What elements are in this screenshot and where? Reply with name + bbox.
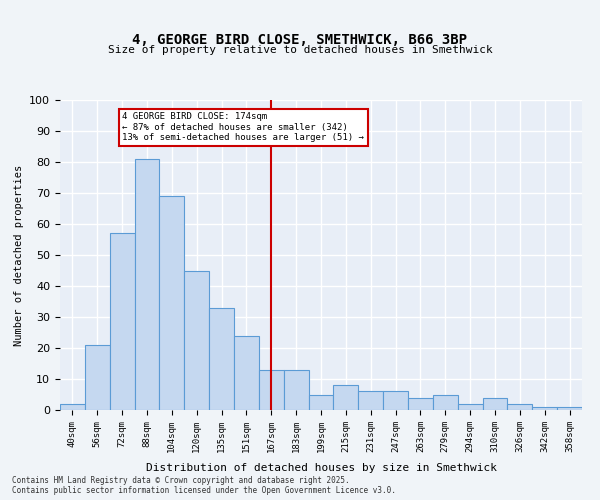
Text: 4 GEORGE BIRD CLOSE: 174sqm
← 87% of detached houses are smaller (342)
13% of se: 4 GEORGE BIRD CLOSE: 174sqm ← 87% of det… [122, 112, 364, 142]
Text: Contains HM Land Registry data © Crown copyright and database right 2025.
Contai: Contains HM Land Registry data © Crown c… [12, 476, 396, 495]
Bar [408, 398, 433, 410]
Bar [358, 392, 383, 410]
Bar [160, 196, 184, 410]
Bar [209, 308, 234, 410]
Y-axis label: Number of detached properties: Number of detached properties [14, 164, 24, 346]
Bar [458, 404, 482, 410]
Bar [284, 370, 308, 410]
Bar [557, 407, 582, 410]
Text: 4, GEORGE BIRD CLOSE, SMETHWICK, B66 3BP: 4, GEORGE BIRD CLOSE, SMETHWICK, B66 3BP [133, 32, 467, 46]
Bar [532, 407, 557, 410]
Bar [334, 385, 358, 410]
Bar [308, 394, 334, 410]
Bar [383, 392, 408, 410]
Bar [508, 404, 532, 410]
Bar [433, 394, 458, 410]
Bar [134, 159, 160, 410]
Bar [259, 370, 284, 410]
Text: Size of property relative to detached houses in Smethwick: Size of property relative to detached ho… [107, 45, 493, 55]
Bar [184, 270, 209, 410]
Bar [110, 234, 134, 410]
Bar [85, 345, 110, 410]
Bar [482, 398, 508, 410]
Bar [60, 404, 85, 410]
Bar [234, 336, 259, 410]
X-axis label: Distribution of detached houses by size in Smethwick: Distribution of detached houses by size … [146, 463, 497, 473]
